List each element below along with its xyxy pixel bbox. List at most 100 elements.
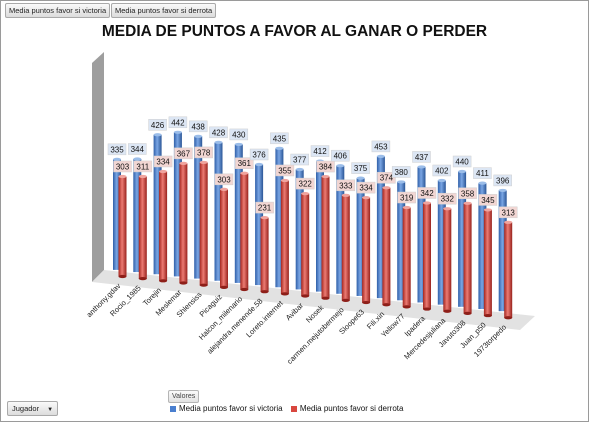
bar-derrota <box>179 163 188 283</box>
data-label-victoria: 344 <box>131 145 145 154</box>
field-button-defeat[interactable]: Media puntos favor si derrota <box>111 3 217 18</box>
data-label-derrota-box <box>316 160 335 173</box>
data-label-derrota: 311 <box>136 162 149 171</box>
bar-base-derrota <box>321 296 330 300</box>
data-label-derrota: 345 <box>481 196 495 205</box>
data-label-victoria-box <box>107 143 127 156</box>
data-label-derrota-box <box>255 201 274 214</box>
data-label-derrota: 358 <box>461 189 475 198</box>
data-label-victoria: 411 <box>476 169 489 178</box>
data-label-derrota: 374 <box>380 174 394 183</box>
data-label-victoria-box <box>229 128 249 141</box>
legend: Media puntos favor si victoria Media pun… <box>170 404 409 413</box>
bar-base-derrota <box>341 298 350 302</box>
data-label-victoria: 375 <box>354 164 368 173</box>
bar-top-derrota <box>423 201 431 205</box>
bar-top-derrota <box>362 196 371 200</box>
data-label-victoria: 377 <box>293 156 307 165</box>
data-label-victoria: 428 <box>212 128 226 137</box>
bar-top-victoria <box>275 146 284 150</box>
data-label-victoria-box <box>473 167 492 179</box>
bar-top-derrota <box>382 186 391 190</box>
data-label-victoria-box <box>249 148 269 161</box>
data-label-derrota: 334 <box>359 184 373 193</box>
bar-derrota <box>159 171 168 281</box>
bar-victoria <box>437 180 446 305</box>
bar-victoria <box>153 134 162 275</box>
data-label-derrota: 332 <box>441 195 455 204</box>
bar-base-derrota <box>504 316 513 320</box>
data-label-derrota: 355 <box>278 166 292 175</box>
data-label-derrota-box <box>397 191 416 204</box>
data-label-victoria: 438 <box>192 122 206 131</box>
bar-top-victoria <box>458 169 467 174</box>
bar-derrota <box>341 195 350 301</box>
bar-top-derrota <box>341 193 350 197</box>
data-label-derrota: 333 <box>339 181 353 190</box>
data-label-victoria: 430 <box>232 130 246 139</box>
bar-victoria <box>498 190 507 312</box>
data-label-victoria: 440 <box>455 157 469 166</box>
bar-top-derrota <box>321 174 330 179</box>
bar-victoria <box>113 159 121 270</box>
bar-victoria <box>417 166 426 303</box>
bar-derrota <box>463 203 472 314</box>
values-field-button[interactable]: Valores <box>168 390 200 403</box>
bar-victoria <box>336 165 345 294</box>
bar-victoria <box>376 156 385 299</box>
bar-derrota <box>301 193 310 297</box>
bar-top-victoria <box>397 180 406 184</box>
bar-top-victoria <box>153 133 162 137</box>
bar-top-derrota <box>483 208 492 212</box>
field-button-victory[interactable]: Media puntos favor si victoria <box>5 3 111 18</box>
bar-top-derrota <box>504 220 513 224</box>
bar-derrota <box>118 176 127 277</box>
bar-base-derrota <box>138 277 147 281</box>
data-label-victoria: 435 <box>273 134 287 143</box>
bar-victoria <box>255 164 264 286</box>
data-label-derrota: 319 <box>400 194 414 203</box>
bar-victoria <box>194 136 203 279</box>
data-label-derrota-box <box>498 206 518 219</box>
chart-title: MEDIA DE PUNTOS A FAVOR AL GANAR O PERDE… <box>101 23 488 40</box>
bar-top-victoria <box>417 165 426 169</box>
bar-top-derrota <box>138 174 147 179</box>
data-label-derrota-box <box>174 147 193 160</box>
bar-derrota <box>483 209 492 316</box>
data-label-victoria-box <box>371 140 391 153</box>
legend-label-victory: Media puntos favor si victoria <box>179 404 283 413</box>
data-label-victoria: 426 <box>151 121 165 130</box>
bar-derrota <box>504 222 513 318</box>
bar-top-victoria <box>437 178 446 183</box>
bar-top-derrota <box>463 201 472 205</box>
data-label-derrota: 231 <box>258 204 272 213</box>
data-label-derrota-box <box>295 177 315 190</box>
data-label-victoria-box <box>351 162 370 174</box>
data-label-derrota: 303 <box>116 162 130 171</box>
bar-base-derrota <box>423 307 431 311</box>
bar-derrota <box>443 208 452 312</box>
bar-top-victoria <box>498 188 507 193</box>
data-label-derrota: 313 <box>502 208 516 217</box>
bar-top-derrota <box>179 161 188 165</box>
data-label-derrota-box <box>478 194 498 206</box>
bar-top-derrota <box>240 171 249 175</box>
data-label-victoria-box <box>128 143 147 155</box>
legend-item-defeat: Media puntos favor si derrota <box>290 404 403 413</box>
bar-derrota <box>382 187 391 305</box>
data-label-derrota-box <box>336 179 356 192</box>
data-label-victoria: 396 <box>496 176 510 185</box>
bar-top-victoria <box>113 157 121 161</box>
data-label-derrota-box <box>356 181 376 194</box>
data-label-derrota-box <box>133 160 153 173</box>
bar-victoria <box>478 183 487 309</box>
bar-base-derrota <box>199 283 208 287</box>
data-label-victoria: 406 <box>334 152 348 161</box>
row-field-dropdown[interactable]: Jugador ▼ <box>7 401 59 416</box>
bar-top-victoria <box>376 154 385 159</box>
bar-top-derrota <box>402 205 411 210</box>
bar-victoria <box>234 144 243 283</box>
bar-top-derrota <box>199 160 208 165</box>
data-label-victoria-box <box>148 119 167 131</box>
